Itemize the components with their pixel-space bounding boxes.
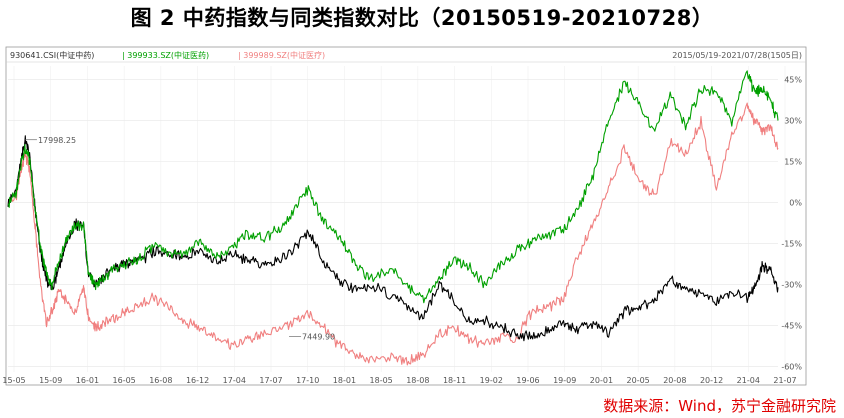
y-tick-label: 15% bbox=[784, 158, 802, 167]
x-tick-label: 19-02 bbox=[480, 376, 503, 385]
y-axis-ticks: 45% 30% 15% 0% -15% -30% -45% -60% bbox=[781, 76, 802, 372]
y-tick-label: 0% bbox=[789, 199, 802, 208]
x-tick-label: 20-08 bbox=[663, 376, 686, 385]
x-tick-label: 20-12 bbox=[700, 376, 723, 385]
y-tick-label: 30% bbox=[784, 117, 802, 126]
x-tick-label: 19-06 bbox=[516, 376, 539, 385]
x-tick-label: 15-09 bbox=[39, 376, 62, 385]
y-tick-label: 45% bbox=[784, 76, 802, 85]
legend-item-930641: 930641.CSI(中证中药) bbox=[10, 50, 94, 60]
y-tick-label: -45% bbox=[781, 322, 802, 331]
x-tick-label: 20-05 bbox=[627, 376, 650, 385]
x-axis-ticks: 15-05 15-09 16-01 16-05 16-08 16-12 17-04 17-07… bbox=[2, 376, 796, 385]
x-tick-label: 18-08 bbox=[406, 376, 429, 385]
chart-title: 图 2 中药指数与同类指数对比（20150519-20210728） bbox=[130, 6, 714, 30]
x-tick-label: 18-11 bbox=[443, 376, 466, 385]
legend-item-399989: | 399989.SZ(中证医疗) bbox=[238, 50, 325, 60]
x-tick-label: 16-08 bbox=[149, 376, 172, 385]
annotation-label: 7449.90 bbox=[302, 332, 335, 341]
x-tick-label: 16-05 bbox=[113, 376, 136, 385]
x-tick-label: 18-05 bbox=[370, 376, 393, 385]
x-tick-label: 16-01 bbox=[76, 376, 99, 385]
data-source: 数据来源：Wind，苏宁金融研究院 bbox=[603, 397, 836, 415]
annotations: 17998.25 7449.90 bbox=[24, 136, 335, 341]
legend-item-399933: | 399933.SZ(中证医药) bbox=[122, 50, 209, 60]
x-tick-label: 17-07 bbox=[259, 376, 282, 385]
date-range-label: 2015/05/19-2021/07/28(1505日) bbox=[672, 51, 802, 60]
series-line-3 bbox=[7, 102, 779, 366]
series-line-2 bbox=[7, 70, 779, 304]
y-tick-label: -60% bbox=[781, 363, 802, 372]
series-lines bbox=[7, 70, 779, 366]
x-tick-label: 18-01 bbox=[333, 376, 356, 385]
y-tick-label: -30% bbox=[781, 281, 802, 290]
x-tick-label: 20-01 bbox=[590, 376, 613, 385]
x-tick-label: 19-09 bbox=[553, 376, 576, 385]
x-tick-label: 15-05 bbox=[2, 376, 25, 385]
y-tick-label: -15% bbox=[781, 240, 802, 249]
x-tick-label: 16-12 bbox=[186, 376, 209, 385]
x-tick-label: 21-07 bbox=[773, 376, 796, 385]
grid-lines bbox=[8, 66, 786, 372]
annotation-label: 17998.25 bbox=[38, 136, 76, 145]
x-tick-label: 17-04 bbox=[223, 376, 246, 385]
x-tick-label: 17-10 bbox=[296, 376, 319, 385]
series-line-1 bbox=[7, 135, 779, 342]
x-tick-label: 21-04 bbox=[737, 376, 760, 385]
chart-frame bbox=[5, 46, 807, 386]
